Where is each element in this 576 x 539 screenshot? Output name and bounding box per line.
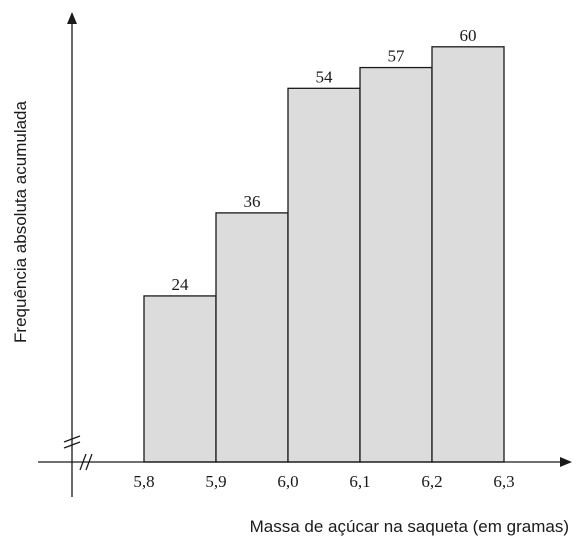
x-tick-label-5: 6,3 bbox=[493, 472, 514, 491]
x-tick-label-2: 6,0 bbox=[277, 472, 298, 491]
data-label-4: 60 bbox=[460, 26, 477, 45]
x-axis-title: Massa de açúcar na saqueta (em gramas) bbox=[250, 517, 569, 536]
data-label-0: 24 bbox=[172, 275, 190, 294]
axes-group bbox=[38, 12, 572, 497]
bar-2 bbox=[287, 87, 361, 463]
data-label-3: 57 bbox=[388, 47, 406, 66]
bars-group bbox=[143, 46, 505, 463]
bar-3 bbox=[359, 66, 433, 463]
x-tick-label-3: 6,1 bbox=[349, 472, 370, 491]
x-axis-break bbox=[79, 453, 93, 471]
bar-4 bbox=[431, 46, 505, 463]
x-tick-label-0: 5,8 bbox=[133, 472, 154, 491]
data-label-1: 36 bbox=[244, 192, 261, 211]
data-label-2: 54 bbox=[316, 67, 334, 86]
y-axis-break bbox=[63, 435, 81, 449]
x-axis-arrow bbox=[560, 457, 572, 467]
x-tick-label-1: 5,9 bbox=[205, 472, 226, 491]
data-labels: 24 36 54 57 60 bbox=[172, 26, 477, 294]
x-tick-labels: 5,8 5,9 6,0 6,1 6,2 6,3 bbox=[133, 472, 514, 491]
y-axis-title: Frequência absoluta acumulada bbox=[11, 100, 30, 342]
x-tick-label-4: 6,2 bbox=[421, 472, 442, 491]
y-axis-arrow bbox=[67, 12, 77, 24]
bar-1 bbox=[215, 212, 289, 463]
bar-0 bbox=[143, 295, 217, 463]
